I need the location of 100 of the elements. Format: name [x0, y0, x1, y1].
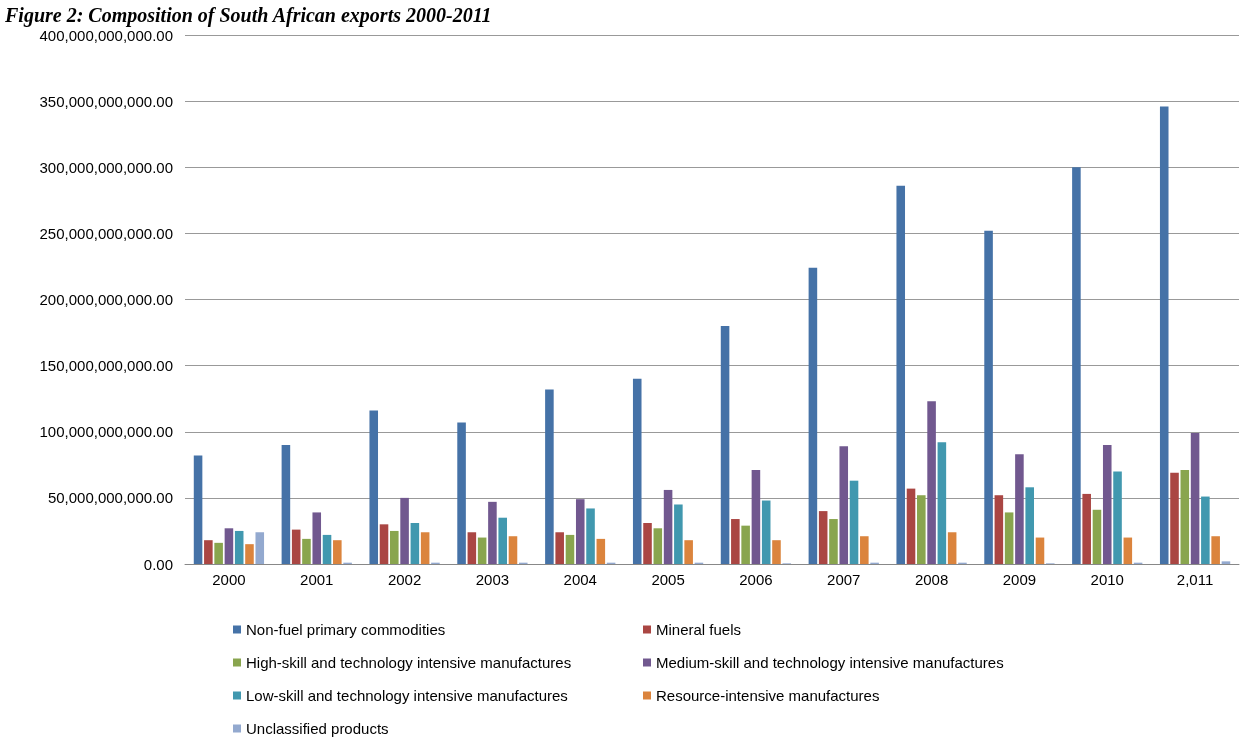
- bar: [896, 185, 906, 564]
- bar: [488, 501, 497, 564]
- y-tick-label: 300,000,000,000.00: [39, 158, 173, 176]
- y-tick-label: 200,000,000,000.00: [39, 291, 173, 308]
- bar: [761, 500, 771, 564]
- bar: [632, 378, 642, 564]
- bar: [291, 529, 301, 564]
- bar: [224, 528, 234, 564]
- chart-title: Figure 2: Composition of South African exports 2000-2011: [4, 4, 492, 27]
- bar: [1072, 167, 1081, 564]
- bar: [214, 542, 223, 564]
- bar: [1159, 106, 1169, 564]
- bar: [234, 530, 244, 564]
- bar: [1211, 536, 1220, 564]
- bar: [917, 495, 926, 564]
- bar: [720, 325, 730, 564]
- bar: [829, 519, 838, 564]
- bar: [937, 442, 947, 564]
- bar: [467, 532, 477, 564]
- bar: [369, 410, 379, 564]
- legend-label: Resource-intensive manufactures: [656, 687, 880, 704]
- bar: [674, 504, 683, 564]
- x-tick-label: 2009: [1002, 571, 1037, 588]
- bar: [751, 470, 761, 564]
- x-tick-label: 2001: [300, 571, 334, 588]
- bar: [1102, 444, 1112, 564]
- x-tick-label: 2002: [387, 571, 422, 588]
- bar: [906, 488, 916, 564]
- x-tick-label: 2,011: [1176, 571, 1214, 588]
- y-tick-label: 350,000,000,000.00: [39, 92, 173, 110]
- bar: [193, 455, 203, 564]
- bar: [420, 532, 430, 564]
- y-tick-label: 50,000,000,000.00: [47, 489, 173, 507]
- bar: [1035, 537, 1045, 564]
- bar: [565, 534, 575, 564]
- bar: [684, 540, 693, 564]
- bar: [994, 495, 1004, 564]
- x-tick-label: 2010: [1090, 571, 1124, 588]
- x-tick-label: 2005: [651, 571, 685, 588]
- bar: [281, 444, 291, 564]
- x-tick-label: 2006: [739, 571, 773, 588]
- bar: [927, 401, 936, 564]
- y-tick-label: 400,000,000,000.00: [39, 26, 173, 44]
- bar: [1170, 472, 1179, 564]
- bar: [575, 499, 585, 564]
- bar: [498, 517, 507, 564]
- bar: [400, 497, 409, 564]
- bar: [1190, 433, 1200, 564]
- bar: [555, 532, 564, 564]
- legend-label: Low-skill and technology intensive manufactures: [246, 687, 568, 704]
- bar: [457, 422, 466, 564]
- bar: [1015, 454, 1024, 564]
- bar: [818, 511, 828, 564]
- bar: [1082, 493, 1091, 564]
- bar: [1180, 470, 1190, 564]
- bar: [302, 538, 311, 564]
- x-tick-label: 2007: [827, 571, 861, 588]
- bar: [1201, 496, 1210, 564]
- bar: [477, 537, 487, 564]
- bar: [1092, 509, 1102, 564]
- bar: [808, 267, 818, 564]
- bar: [1123, 537, 1133, 564]
- bar: [947, 532, 957, 564]
- y-tick-label: 0.00: [143, 555, 173, 573]
- bar: [508, 536, 518, 564]
- legend-label: Non-fuel primary commodities: [246, 621, 446, 638]
- bar: [1113, 471, 1122, 564]
- bar: [741, 525, 750, 564]
- bar: [663, 489, 673, 564]
- bar: [731, 519, 740, 564]
- bar: [839, 446, 849, 564]
- bar: [596, 538, 606, 564]
- y-tick-label: 150,000,000,000.00: [39, 357, 173, 375]
- bar: [245, 544, 254, 564]
- bar: [379, 524, 389, 564]
- legend-label: Medium-skill and technology intensive manufactures: [656, 654, 1004, 671]
- bar: [772, 540, 781, 564]
- x-tick-label: 2008: [914, 571, 949, 588]
- bar: [1221, 561, 1231, 564]
- bar: [860, 536, 869, 564]
- bar: [984, 230, 993, 564]
- y-tick-label: 100,000,000,000.00: [39, 423, 173, 441]
- bar: [333, 540, 342, 564]
- bar: [204, 540, 213, 564]
- legend-label: Unclassified products: [246, 720, 389, 737]
- bar: [849, 480, 859, 564]
- bar: [1004, 512, 1014, 564]
- x-tick-label: 2000: [212, 571, 246, 588]
- bar: [322, 534, 332, 564]
- bar: [586, 508, 595, 564]
- bar: [643, 523, 652, 564]
- bar: [390, 530, 399, 564]
- x-tick-label: 2003: [475, 571, 510, 588]
- bar: [312, 512, 322, 564]
- legend-label: Mineral fuels: [656, 621, 742, 638]
- x-tick-label: 2004: [563, 571, 597, 588]
- bar: [1025, 487, 1034, 564]
- bar: [410, 523, 420, 564]
- bar: [545, 389, 554, 564]
- y-tick-label: 250,000,000,000.00: [39, 224, 173, 242]
